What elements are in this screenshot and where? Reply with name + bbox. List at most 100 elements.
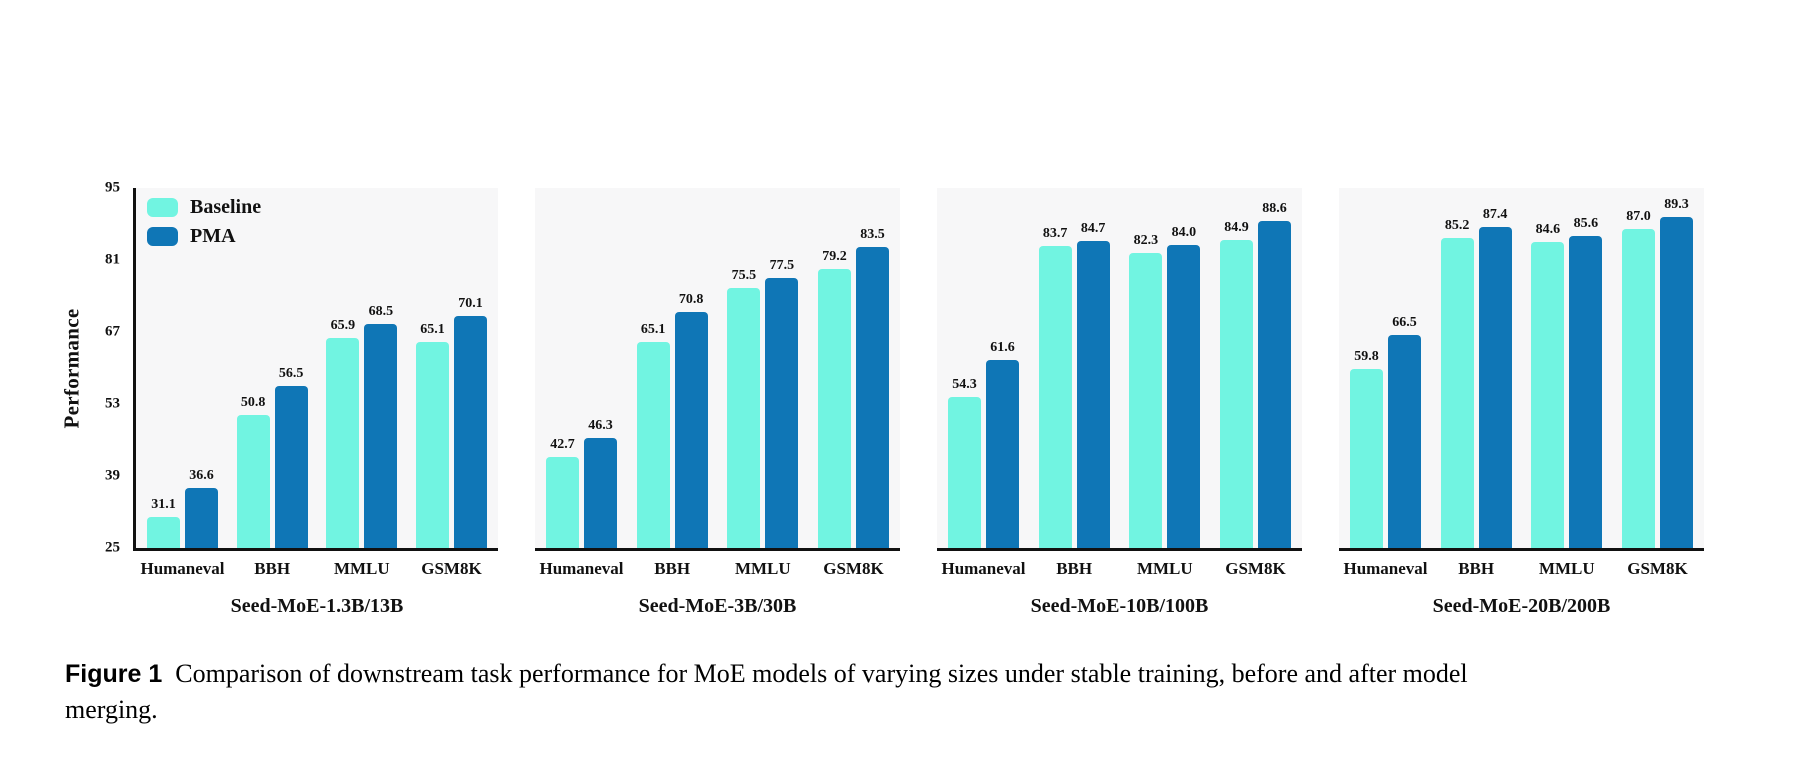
bars-area: 31.1 36.6 Humaneval 50.8 56.5 BBH 65.9 68.5 MMLU… bbox=[136, 188, 498, 578]
y-tick-label: 81 bbox=[105, 251, 120, 268]
bar-group-humaneval: 59.8 66.5 Humaneval bbox=[1343, 315, 1427, 578]
bar-value-label: 84.0 bbox=[1171, 224, 1197, 240]
bar-fill bbox=[1478, 227, 1512, 548]
chart-panel-seed-moe-1-3b-13b: 31.1 36.6 Humaneval 50.8 56.5 BBH 65.9 68.5 MMLU… bbox=[133, 188, 498, 617]
bar-group-gsm8k: 84.9 88.6 GSM8K bbox=[1219, 201, 1291, 578]
bar-pma-bbh: 56.5 bbox=[274, 366, 308, 548]
bar-fill bbox=[584, 438, 617, 548]
bar-pma-gsm8k: 89.3 bbox=[1659, 197, 1693, 548]
bar-value-label: 82.3 bbox=[1133, 233, 1159, 249]
category-label-gsm8k: GSM8K bbox=[1225, 559, 1286, 578]
bars-area: 59.8 66.5 Humaneval 85.2 87.4 BBH 84.6 85.6 MMLU… bbox=[1339, 188, 1704, 578]
bar-fill bbox=[364, 324, 398, 548]
bar-value-label: 59.8 bbox=[1354, 349, 1379, 365]
bar-value-label: 77.5 bbox=[769, 258, 795, 273]
bar-fill bbox=[817, 269, 851, 548]
category-label-bbh: BBH bbox=[1458, 559, 1495, 578]
bar-fill bbox=[1219, 239, 1253, 548]
bar-value-label: 84.6 bbox=[1535, 221, 1561, 237]
bar-baseline-humaneval: 59.8 bbox=[1350, 349, 1383, 548]
bar-value-label: 65.1 bbox=[420, 321, 445, 337]
bar-value-label: 70.1 bbox=[458, 296, 483, 312]
bar-baseline-mmlu: 84.6 bbox=[1531, 222, 1565, 548]
bar-value-label: 84.7 bbox=[1080, 220, 1106, 236]
figure-caption-label: Figure 1 bbox=[65, 660, 163, 688]
bar-fill bbox=[1167, 244, 1201, 548]
legend: Baseline PMA bbox=[147, 197, 261, 246]
bar-group-bbh: 85.2 87.4 BBH bbox=[1440, 207, 1512, 578]
bar-value-label: 83.7 bbox=[1042, 226, 1068, 242]
bar-pma-bbh: 87.4 bbox=[1478, 207, 1512, 548]
bar-chart-panels: 31.1 36.6 Humaneval 50.8 56.5 BBH 65.9 68.5 MMLU… bbox=[133, 188, 1704, 617]
bar-pma-bbh: 70.8 bbox=[674, 292, 708, 548]
category-label-bbh: BBH bbox=[1056, 559, 1093, 578]
bar-baseline-bbh: 50.8 bbox=[236, 395, 270, 548]
bar-group-bbh: 65.1 70.8 BBH bbox=[636, 292, 708, 578]
bar-value-label: 36.6 bbox=[189, 468, 214, 484]
y-tick-label: 25 bbox=[105, 539, 120, 556]
bar-baseline-bbh: 65.1 bbox=[636, 322, 670, 548]
bar-fill bbox=[274, 386, 308, 548]
bar-value-label: 85.6 bbox=[1573, 216, 1599, 232]
y-tick-label: 95 bbox=[105, 179, 120, 196]
bar-fill bbox=[1440, 238, 1474, 548]
bar-pma-gsm8k: 83.5 bbox=[855, 227, 889, 548]
category-label-gsm8k: GSM8K bbox=[1627, 559, 1688, 578]
bar-fill bbox=[415, 341, 449, 548]
bar-group-mmlu: 65.9 68.5 MMLU bbox=[326, 304, 398, 578]
legend-label: PMA bbox=[190, 225, 236, 247]
bar-value-label: 88.6 bbox=[1262, 200, 1287, 216]
bar-value-label: 54.3 bbox=[952, 377, 977, 393]
bar-group-bbh: 50.8 56.5 BBH bbox=[236, 366, 308, 578]
bar-value-label: 50.8 bbox=[240, 395, 266, 411]
bar-pma-mmlu: 84.0 bbox=[1167, 225, 1201, 548]
y-tick-label: 53 bbox=[105, 395, 120, 412]
bar-value-label: 56.5 bbox=[278, 366, 304, 381]
category-label-mmlu: MMLU bbox=[1136, 559, 1193, 578]
bar-baseline-humaneval: 31.1 bbox=[147, 497, 180, 548]
bar-fill bbox=[1350, 369, 1383, 548]
bar-pma-bbh: 84.7 bbox=[1076, 221, 1110, 548]
bar-group-gsm8k: 65.1 70.1 GSM8K bbox=[415, 296, 487, 578]
bar-value-label: 66.5 bbox=[1392, 314, 1417, 330]
bar-pma-humaneval: 46.3 bbox=[584, 418, 617, 548]
category-label-gsm8k: GSM8K bbox=[823, 559, 884, 578]
bar-fill bbox=[855, 247, 889, 548]
bar-baseline-humaneval: 42.7 bbox=[546, 437, 579, 548]
bar-fill bbox=[1531, 241, 1565, 548]
bar-value-label: 83.5 bbox=[860, 227, 885, 243]
legend-row-pma: PMA bbox=[147, 226, 261, 246]
bar-pma-mmlu: 77.5 bbox=[765, 258, 799, 548]
bar-fill bbox=[453, 316, 487, 548]
bar-fill bbox=[1388, 334, 1421, 548]
chart-panel-seed-moe-10b-100b: 54.3 61.6 Humaneval 83.7 84.7 BBH 82.3 84.0 MMLU… bbox=[937, 188, 1302, 617]
bar-value-label: 87.0 bbox=[1626, 209, 1651, 225]
bar-group-humaneval: 42.7 46.3 Humaneval bbox=[539, 418, 623, 578]
panel-subtitle: Seed-MoE-1.3B/13B bbox=[230, 595, 404, 617]
bar-fill bbox=[326, 337, 360, 548]
bar-value-label: 42.7 bbox=[550, 436, 575, 452]
bar-group-mmlu: 82.3 84.0 MMLU bbox=[1129, 225, 1201, 578]
figure-caption: Figure 1 Comparison of downstream task p… bbox=[65, 656, 1510, 729]
bar-value-label: 61.6 bbox=[990, 339, 1015, 355]
legend-row-baseline: Baseline bbox=[147, 197, 261, 217]
y-tick-label: 39 bbox=[105, 467, 120, 484]
bar-fill bbox=[986, 359, 1019, 548]
bar-baseline-mmlu: 65.9 bbox=[326, 318, 360, 548]
bars-area: 42.7 46.3 Humaneval 65.1 70.8 BBH 75.5 77.5 MMLU… bbox=[535, 188, 900, 578]
category-label-humaneval: Humaneval bbox=[140, 559, 225, 578]
bar-value-label: 89.3 bbox=[1664, 197, 1689, 213]
bar-baseline-mmlu: 75.5 bbox=[727, 268, 761, 548]
bar-fill bbox=[765, 278, 799, 548]
bar-pma-humaneval: 66.5 bbox=[1388, 315, 1421, 548]
bar-group-bbh: 83.7 84.7 BBH bbox=[1038, 221, 1110, 578]
bar-pma-gsm8k: 88.6 bbox=[1257, 201, 1291, 548]
bar-fill bbox=[546, 456, 579, 548]
bar-fill bbox=[948, 397, 981, 548]
bar-pma-mmlu: 85.6 bbox=[1569, 216, 1603, 548]
bar-fill bbox=[1659, 217, 1693, 548]
panel-subtitle: Seed-MoE-3B/30B bbox=[638, 595, 797, 617]
bar-fill bbox=[236, 415, 270, 548]
bar-fill bbox=[1257, 220, 1291, 548]
